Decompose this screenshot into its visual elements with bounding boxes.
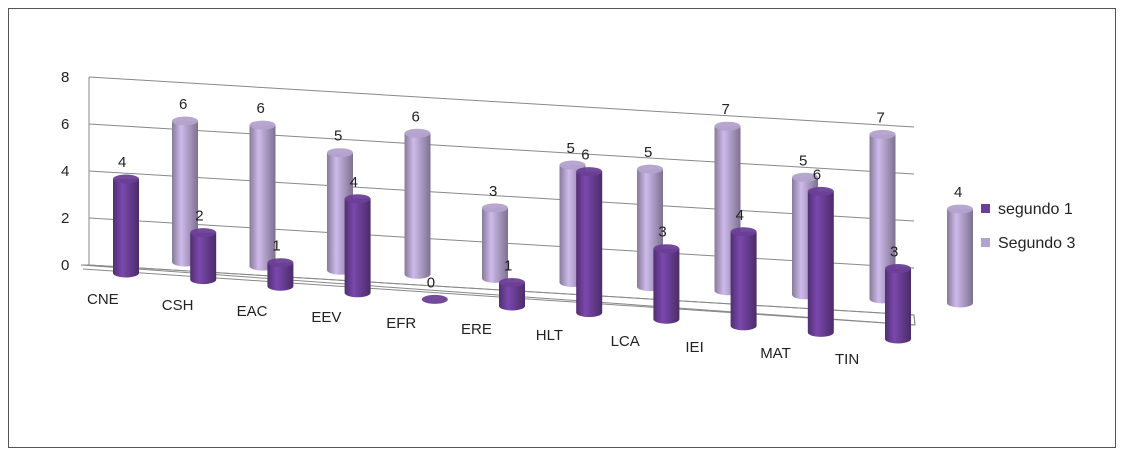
category-label-hlt: HLT: [536, 327, 563, 344]
y-tick-label: 2: [61, 210, 69, 227]
gridline: [88, 123, 915, 175]
bar-segundo-3-mat: [869, 129, 896, 304]
data-label-segundo-3-efr: 3: [489, 183, 497, 200]
data-label-segundo-1-ere: 1: [504, 258, 512, 275]
data-label-segundo-3-tin: 4: [954, 184, 962, 201]
bar-segundo-3-efr: [482, 203, 508, 283]
data-label-segundo-1-csh: 2: [195, 208, 203, 225]
bar-segundo-1-eev: [344, 194, 371, 298]
category-label-ere: ERE: [461, 321, 492, 338]
category-label-efr: EFR: [386, 315, 416, 332]
bar-segundo-1-cne: [113, 174, 139, 278]
bar-segundo-3-cne: [172, 116, 198, 267]
data-label-segundo-3-ere: 5: [567, 140, 575, 157]
category-label-cne: CNE: [87, 291, 119, 308]
y-tick-label: 4: [61, 163, 69, 180]
data-label-segundo-1-lca: 3: [658, 224, 666, 241]
category-label-mat: MAT: [760, 345, 791, 362]
legend-entry-segundo-3: Segundo 3: [981, 235, 1076, 252]
category-label-tin: TIN: [835, 351, 859, 368]
bar-segundo-3-eev: [404, 128, 431, 279]
data-label-segundo-1-hlt: 6: [581, 147, 589, 164]
bar-segundo-3-csh: [249, 120, 276, 271]
bar-segundo-3-tin: [947, 204, 973, 308]
y-tick-label: 6: [61, 116, 69, 133]
legend-entry-segundo-1: segundo 1: [981, 201, 1073, 218]
bar-segundo-1-iei: [730, 227, 757, 331]
bar-segundo-1-hlt: [576, 167, 603, 318]
category-label-csh: CSH: [162, 297, 194, 314]
data-label-segundo-1-efr: 0: [427, 274, 435, 291]
data-label-segundo-3-mat: 7: [877, 109, 885, 126]
bar-segundo-1-eac: [267, 258, 294, 291]
gridlines: [80, 76, 916, 326]
bar-segundo-1-ere: [499, 278, 525, 311]
y-tick-label: 0: [61, 257, 69, 274]
data-label-segundo-3-cne: 6: [179, 96, 187, 113]
category-label-iei: IEI: [685, 339, 703, 356]
data-label-segundo-1-iei: 4: [736, 207, 744, 224]
data-label-segundo-1-tin: 3: [890, 244, 898, 261]
data-label-segundo-1-eac: 1: [272, 238, 280, 255]
gridline: [88, 170, 915, 222]
legend-label: segundo 1: [998, 201, 1073, 218]
bar-segundo-1-efr: [421, 294, 448, 304]
bar-segundo-1-mat: [807, 186, 834, 337]
gridline: [88, 76, 915, 128]
data-label-segundo-1-mat: 6: [813, 166, 821, 183]
data-label-segundo-3-hlt: 5: [644, 144, 652, 161]
category-label-eac: EAC: [237, 303, 268, 320]
bar-segundo-1-tin: [885, 264, 911, 344]
bars: [113, 116, 973, 344]
data-label-segundo-3-csh: 6: [257, 100, 265, 117]
y-axis-ticks: 0 2 4 6 8: [61, 69, 69, 274]
legend-swatch: [981, 238, 990, 247]
legend-label: Segundo 3: [998, 235, 1076, 252]
data-label-segundo-1-eev: 4: [350, 174, 358, 191]
bar-segundo-1-csh: [190, 228, 217, 285]
category-label-eev: EEV: [311, 309, 341, 326]
category-label-lca: LCA: [611, 333, 640, 350]
data-label-segundo-1-cne: 4: [118, 154, 126, 171]
data-label-segundo-3-eev: 6: [412, 108, 420, 125]
y-tick-label: 8: [61, 69, 69, 86]
x-axis-categories: CNE CSH EAC EEV EFR ERE HLT LCA IEI MAT TIN: [87, 291, 859, 368]
bar-segundo-1-lca: [653, 244, 680, 324]
legend-swatch: [981, 204, 990, 213]
legend: segundo 1 Segundo 3: [981, 201, 1076, 252]
data-label-segundo-3-iei: 5: [799, 152, 807, 169]
data-label-segundo-3-lca: 7: [722, 101, 730, 118]
data-label-segundo-3-eac: 5: [334, 128, 342, 145]
